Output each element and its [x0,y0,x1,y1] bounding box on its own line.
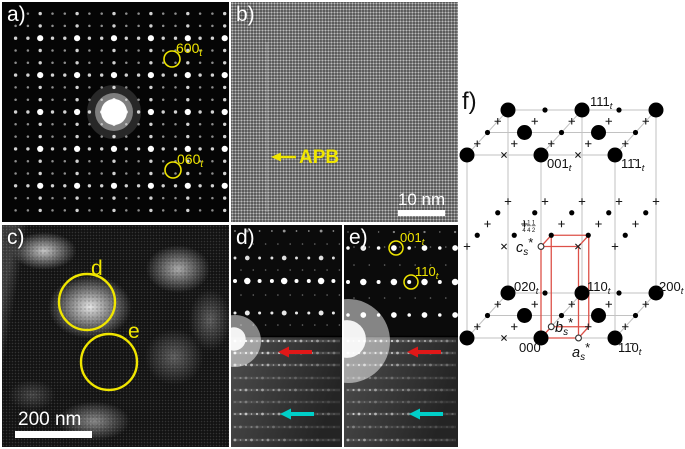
cyan-arrow [409,408,443,420]
panel-c-annotations: d e 200 nm [15,257,140,438]
roi-label-d: d [91,257,103,280]
reflection-circle [403,274,419,290]
panel-e-diffraction-pair: e) 001t 110t [344,225,458,447]
panel-a-letter: a) [7,3,26,26]
central-beam [87,85,141,139]
panel-e-image: 001t 110t [344,225,458,447]
svg-text:4: 4 [522,228,526,234]
index-label: 200t [659,279,684,296]
panel-e-letter: e) [349,226,368,249]
panel-d-diffraction-pair: d) [231,225,342,447]
roi-label-e: e [128,320,140,343]
svg-text:1: 1 [522,221,526,227]
reflection-circle [388,240,404,256]
diffraction-spot-grid [13,11,228,213]
a-star-point [575,334,582,342]
upper-pattern-spots [233,229,341,326]
panel-f-lattice-schematic: f) 111t 001t 11̄1t 020t 110t 200t 000 11̄0t cs* b… [458,0,685,449]
panel-b-lattice-image: b) APB 10 nm [231,2,458,222]
axis-label-a: as* [572,340,590,363]
reflection-circle [164,161,182,179]
cyan-arrow [280,408,314,420]
svg-text:2: 2 [532,228,536,234]
index-label: 000 [519,340,541,355]
apb-arrow [271,152,296,162]
roi-circle-d [57,272,117,332]
svg-text:1: 1 [527,221,531,227]
roi-circle-e [79,332,139,392]
panel-c-darkfield-image: c) d e 200 nm [2,225,229,447]
panel-b-letter: b) [236,3,255,26]
scalebar [15,431,92,438]
index-label: 111t [590,94,613,111]
lower-pattern-streaks [346,339,456,442]
scalebar [398,210,445,216]
index-label: 001t [547,156,572,173]
apb-label: APB [299,147,339,168]
index-label: 11̄0t [618,340,642,357]
scalebar-label: 10 nm [398,190,445,209]
reflection-circle [163,50,181,68]
reflection-label: 060t [177,151,204,170]
panel-b-annotations: APB 10 nm [266,42,445,216]
index-label: 110t [587,279,611,296]
panel-f-diagram: 111t 001t 11̄1t 020t 110t 200t 000 11̄0t cs* bs* a… [459,94,684,363]
svg-text:4: 4 [527,228,531,234]
axis-label-c: cs* [516,235,533,258]
index-label: 020t [514,279,539,296]
panel-d-letter: d) [236,226,255,249]
axis-label-b: bs* [555,315,573,338]
panel-a-image: 600t 060t [13,11,228,213]
reflection-label: 110t [415,264,439,281]
index-label: 11̄1t [621,156,645,173]
red-arrow [278,346,312,358]
svg-text:1: 1 [532,221,536,227]
reflection-label: 001t [400,230,425,247]
panel-f-letter: f) [462,88,477,115]
panel-a-diffraction-pattern: a) 600t 060t [2,2,229,222]
scalebar-label: 200 nm [18,409,81,430]
reflection-label: 600t [176,40,203,59]
lattice-symbols [459,102,664,346]
b-star-point [547,323,555,331]
panel-c-letter: c) [7,226,25,249]
red-arrow [407,346,441,358]
panel-d-image [231,225,342,447]
c-star-point [537,243,545,250]
